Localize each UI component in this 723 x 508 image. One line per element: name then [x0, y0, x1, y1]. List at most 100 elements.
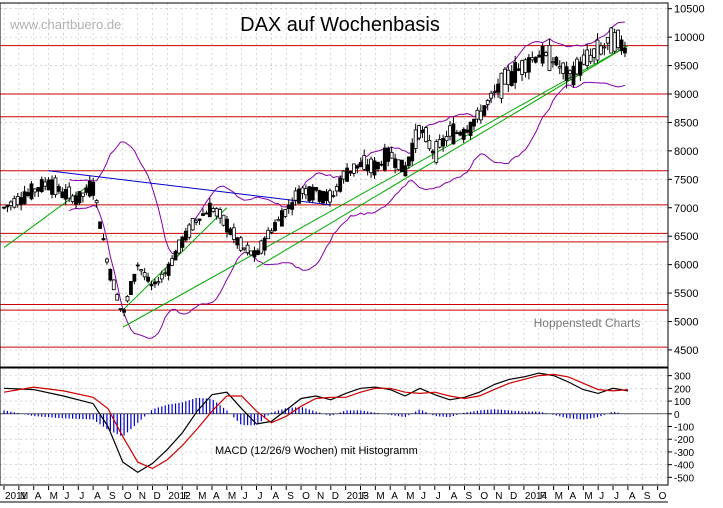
candle	[328, 188, 332, 207]
x-tick-label: O	[124, 491, 132, 502]
candle	[489, 90, 494, 104]
candle	[434, 139, 439, 165]
support-trendline	[256, 45, 629, 268]
candle-body	[255, 250, 260, 256]
candle-body	[348, 170, 353, 174]
candle	[499, 72, 504, 104]
candle-body	[437, 139, 442, 148]
candle	[98, 221, 102, 229]
candle	[177, 239, 181, 256]
candle	[530, 51, 535, 63]
candle	[386, 146, 391, 167]
candle-body	[482, 105, 487, 116]
candle-body	[156, 281, 161, 284]
candle	[372, 157, 377, 179]
candle	[50, 175, 54, 199]
candle-body	[235, 237, 240, 246]
candle-body	[22, 191, 27, 205]
y-tick-label: 6500	[674, 231, 698, 243]
candle-body	[499, 72, 504, 99]
candle-body	[616, 29, 620, 48]
candle-body	[382, 147, 387, 171]
candle	[5, 204, 10, 213]
candle-body	[427, 140, 432, 150]
candle	[303, 184, 308, 200]
candle	[108, 268, 113, 282]
x-tick-label: J	[258, 491, 263, 502]
candle-body	[159, 273, 164, 280]
candle	[599, 42, 603, 56]
watermark: www.chartbuero.de	[9, 17, 121, 32]
candle	[376, 161, 380, 172]
candle-body	[413, 129, 418, 149]
x-tick-label: M	[20, 491, 28, 502]
candle	[12, 195, 17, 209]
x-tick-label: M	[406, 491, 414, 502]
candle-body	[454, 132, 459, 134]
candle-body	[177, 239, 181, 254]
y-tick-label: 10500	[674, 4, 705, 16]
candle-body	[201, 213, 205, 216]
y-tick-label: 9000	[674, 89, 698, 101]
candle	[506, 64, 511, 92]
x-tick-label: 2013	[347, 491, 370, 502]
candle-body	[331, 195, 336, 197]
y-tick-label: 4500	[674, 345, 698, 357]
candle	[46, 177, 51, 191]
candle-body	[231, 227, 236, 240]
resistance-trendline	[48, 170, 331, 206]
candle-body	[526, 57, 531, 73]
candle	[345, 163, 349, 182]
candle-body	[29, 183, 34, 200]
candle-body	[84, 187, 89, 193]
main-panel-frame	[0, 2, 669, 368]
candle	[389, 146, 394, 159]
candle-body	[173, 250, 178, 261]
candle	[321, 190, 325, 206]
candle-body	[32, 188, 37, 193]
candle-body	[125, 296, 130, 302]
candle	[496, 78, 500, 98]
candle-body	[386, 147, 391, 162]
candle	[207, 198, 212, 218]
candle-body	[410, 142, 415, 162]
x-tick-label: J	[436, 491, 441, 502]
candle-body	[358, 162, 363, 168]
x-tick-label: M	[50, 491, 58, 502]
x-tick-label: M	[584, 491, 592, 502]
candle-body	[279, 210, 284, 227]
x-tick-label: A	[391, 491, 398, 502]
candle-body	[190, 218, 195, 231]
candle	[190, 217, 195, 231]
candle	[513, 56, 518, 89]
candle-body	[101, 238, 106, 241]
candle	[430, 148, 435, 160]
macd-title: MACD (12/26/9 Wochen) mit Histogramm	[215, 445, 418, 457]
candle-body	[142, 272, 147, 278]
candle	[544, 50, 548, 57]
candle-body	[523, 59, 528, 73]
candle	[410, 138, 415, 166]
candle-body	[334, 186, 339, 192]
candle-body	[259, 240, 264, 254]
candle-body	[146, 276, 150, 282]
y-tick-label: 10000	[674, 32, 705, 44]
candle	[417, 124, 422, 141]
candle-body	[214, 208, 219, 217]
candle	[231, 223, 236, 244]
candle	[115, 292, 120, 301]
candle	[259, 239, 264, 255]
x-tick-label: N	[139, 491, 146, 502]
candle-body	[50, 179, 54, 195]
candle-body	[194, 220, 199, 223]
candle	[619, 35, 624, 55]
candle-body	[303, 188, 308, 196]
x-tick-label: D	[154, 491, 161, 502]
candle-body	[94, 200, 99, 204]
candle	[458, 130, 463, 137]
candle	[369, 156, 373, 178]
candle	[81, 192, 85, 203]
candle	[249, 250, 253, 256]
candle	[238, 235, 243, 253]
